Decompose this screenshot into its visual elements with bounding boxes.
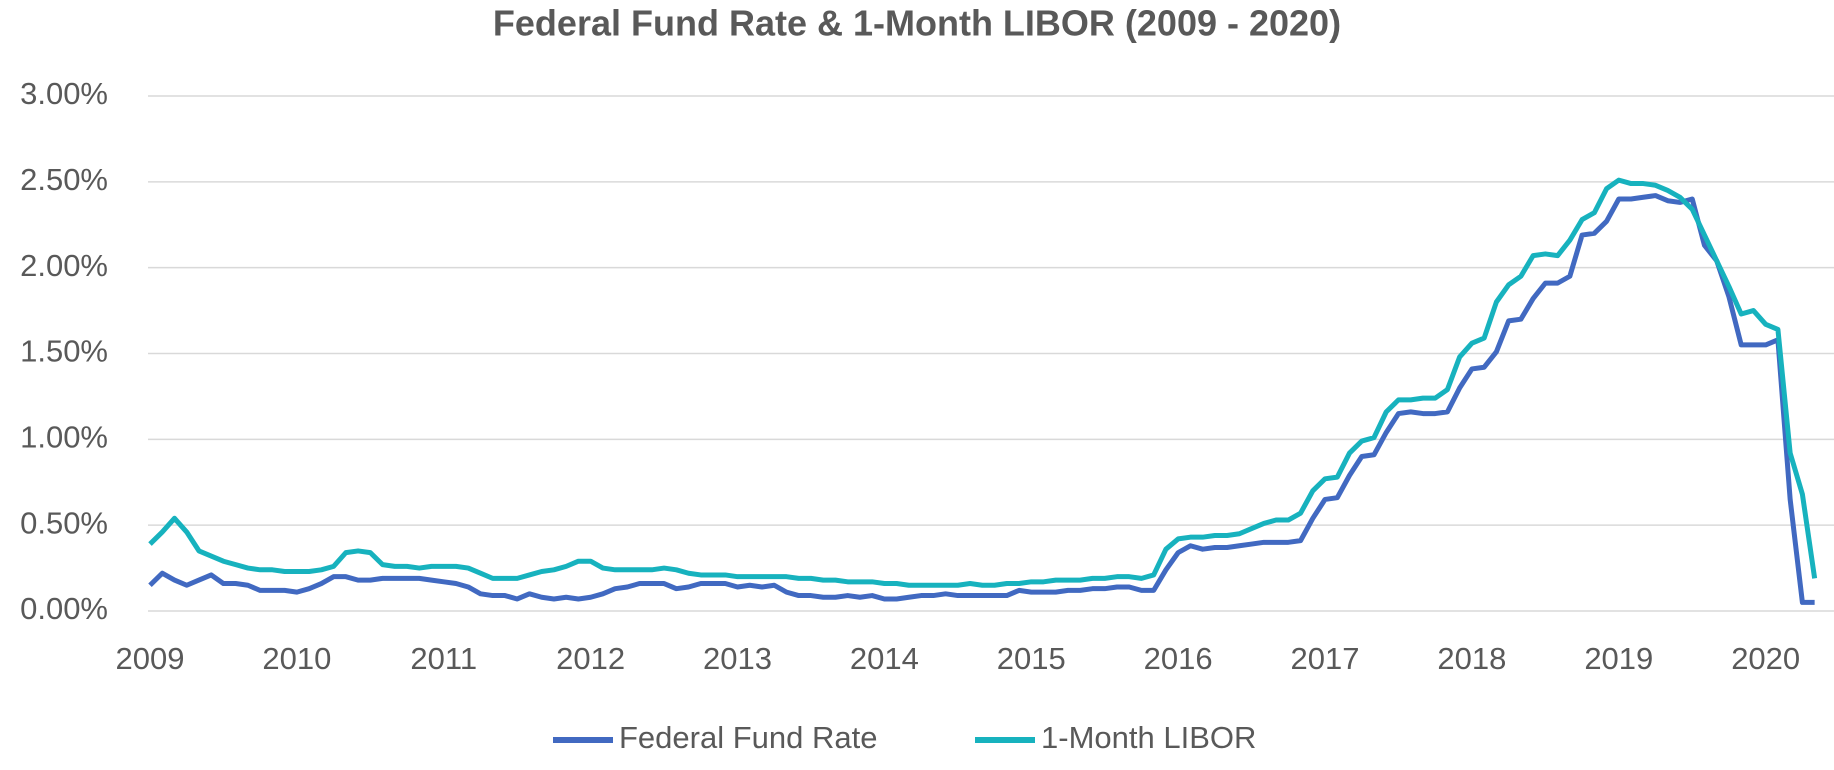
y-tick-label: 2.00% — [20, 248, 108, 283]
x-tick-label: 2018 — [1437, 641, 1506, 676]
y-tick-label: 0.00% — [20, 591, 108, 626]
chart-title: Federal Fund Rate & 1-Month LIBOR (2009 … — [493, 3, 1341, 44]
x-tick-label: 2010 — [262, 641, 331, 676]
series-line — [148, 193, 1815, 605]
y-tick-label: 0.50% — [20, 505, 108, 540]
x-tick-label: 2016 — [1144, 641, 1213, 676]
legend-label: Federal Fund Rate — [619, 720, 877, 755]
legend-label: 1-Month LIBOR — [1041, 720, 1256, 755]
x-tick-label: 2015 — [997, 641, 1066, 676]
y-tick-label: 1.50% — [20, 334, 108, 369]
y-tick-label: 2.50% — [20, 162, 108, 197]
x-tick-label: 2011 — [410, 641, 477, 676]
x-tick-label: 2019 — [1584, 641, 1653, 676]
x-tick-label: 2017 — [1291, 641, 1360, 676]
x-tick-label: 2009 — [116, 641, 185, 676]
x-tick-label: 2012 — [556, 641, 625, 676]
y-tick-label: 3.00% — [20, 76, 108, 111]
x-tick-label: 2014 — [850, 641, 919, 676]
y-tick-label: 1.00% — [20, 420, 108, 455]
x-tick-label: 2013 — [703, 641, 772, 676]
x-tick-label: 2020 — [1731, 641, 1800, 676]
series-line — [148, 177, 1818, 588]
